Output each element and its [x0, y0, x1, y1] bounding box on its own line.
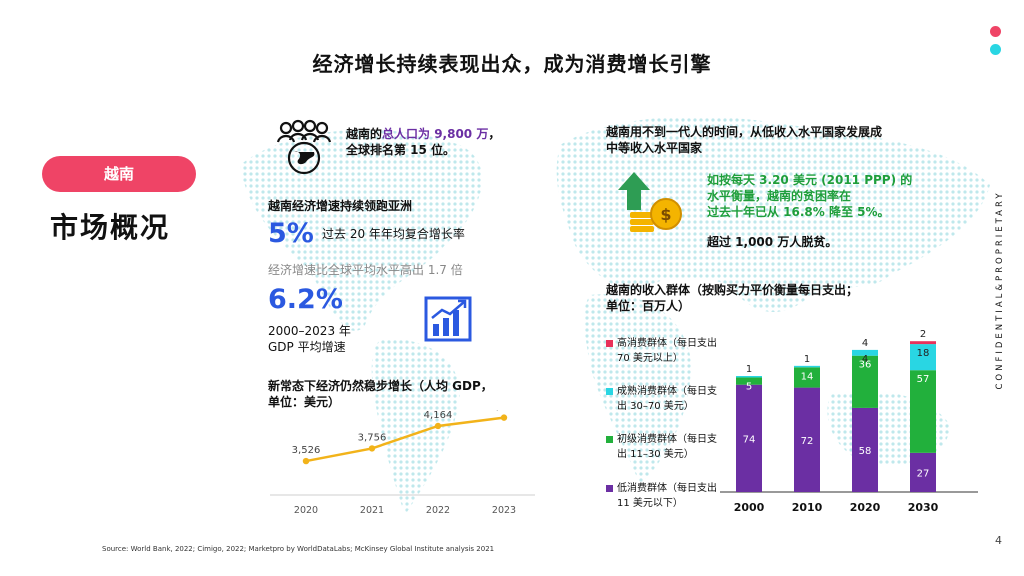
legend-swatch [606, 339, 613, 347]
bar-data-label: 14 [801, 371, 814, 382]
bar-data-label: 27 [917, 468, 930, 479]
gdp-point [302, 457, 310, 465]
bar-data-label: 5 [746, 381, 752, 392]
bar-segment [794, 367, 820, 388]
red-dot-icon [990, 26, 1001, 37]
legend-item-high: 高消费群体（每日支出 70 美元以上） [606, 336, 721, 366]
bar-segment [736, 377, 762, 385]
svg-text:$: $ [660, 205, 671, 224]
poverty-line3: 过去十年已从 16.8% 降至 5%。 [707, 205, 890, 219]
income-groups-heading1: 越南的收入群体（按购买力平价衡量每日支出； [606, 283, 859, 297]
bar-top-label: 4 [862, 338, 868, 349]
income-groups-heading2: 单位：百万人） [606, 299, 691, 313]
gdp-point [434, 422, 442, 430]
gdp-chart-heading-line1: 新常态下经济仍然稳步增长（人均 GDP， [268, 379, 493, 393]
source-note: Source: World Bank, 2022; Cimigo, 2022; … [102, 545, 495, 553]
bar-segment [736, 376, 762, 378]
population-line1: 越南的总人口为 9,800 万， [346, 127, 501, 141]
bar-data-label: 74 [743, 434, 756, 445]
growth-heading: 越南经济增速持续领跑亚洲 [268, 199, 413, 213]
bar-x-tick: 2030 [908, 501, 939, 514]
legend-swatch [606, 484, 613, 492]
growth-compare: 经济增速比全球平均水平高出 1.7 倍 [268, 263, 463, 277]
bar-x-tick: 2000 [734, 501, 765, 514]
poverty-line1: 如按每天 3.20 美元 (2011 PPP) 的 [707, 173, 913, 187]
country-badge: 越南 [42, 156, 196, 192]
section-heading: 市场概况 [50, 211, 171, 244]
cagr-label: 过去 20 年年均复合增长率 [322, 227, 465, 241]
coins-growth-icon: $ [618, 172, 682, 232]
bar-segment [910, 452, 936, 492]
bar-data-label: 72 [801, 436, 814, 447]
bar-segment [794, 365, 820, 368]
income-heading-line2: 中等收入水平国家 [606, 141, 703, 155]
page-title: 经济增长持续表现出众，成为消费增长引擎 [312, 52, 712, 76]
gdp-growth-value: 6.2% [268, 284, 343, 315]
gdp-growth-label1: 2000–2023 年 [268, 324, 351, 338]
bar-top-label: 1 [804, 354, 810, 365]
legend-swatch [606, 387, 613, 395]
bar-top-label: 1 [746, 364, 752, 375]
bar-segment [910, 341, 936, 345]
gdp-growth-label2: GDP 平均增速 [268, 340, 346, 354]
gdp-point [500, 414, 508, 421]
legend-item-low: 低消费群体（每日支出 11 美元以下） [606, 481, 721, 511]
gdp-per-capita-line-chart: 3,526 2020 3,756 2021 4,164 2022 4,316 2023 [270, 410, 535, 516]
gdp-data-label: 3,526 [292, 445, 321, 456]
legend-item-entry: 初级消费群体（每日支出 11–30 美元） [606, 432, 721, 462]
bar-data-label: 18 [917, 348, 930, 359]
bar-x-tick: 2010 [792, 501, 823, 514]
bar-segment [794, 387, 820, 492]
bar-data-label: 57 [917, 374, 930, 385]
growth-chart-icon [424, 296, 472, 342]
bar-data-label: 58 [859, 446, 872, 457]
gdp-x-tick: 2023 [492, 505, 516, 516]
bar-segment [736, 384, 762, 492]
gdp-series-line [305, 416, 505, 463]
bar-segment [910, 344, 936, 371]
poverty-lifted: 超过 1,000 万人脱贫。 [707, 235, 838, 249]
poverty-line2: 水平衡量，越南的贫困率在 [707, 189, 852, 203]
gdp-chart-heading-line2: 单位：美元） [268, 395, 341, 409]
legend-swatch [606, 435, 613, 443]
gdp-x-tick: 2020 [294, 505, 318, 516]
bar-segment [852, 355, 878, 408]
page-number: 4 [995, 534, 1002, 547]
bar-x-tick: 2020 [850, 501, 881, 514]
bar-top-label: 2 [920, 329, 926, 340]
bar-segment [852, 407, 878, 492]
bar-segment [910, 370, 936, 453]
gdp-data-label: 4,316 [490, 410, 519, 413]
gdp-data-label: 4,164 [424, 410, 453, 421]
population-icon [276, 119, 332, 175]
cagr-value: 5% [268, 218, 314, 249]
cyan-dot-icon [990, 44, 1001, 55]
gdp-point [368, 445, 376, 452]
bar-segment [852, 349, 878, 356]
legend-item-mature: 成熟消费群体（每日支出 30–70 美元） [606, 384, 721, 414]
confidential-label: CONFIDENTIAL&PROPRIETARY [995, 190, 1005, 390]
bar-data-label: 36 [859, 360, 872, 371]
gdp-x-tick: 2022 [426, 505, 450, 516]
gdp-x-tick: 2021 [360, 505, 384, 516]
bar-data-label: 4 [862, 354, 868, 365]
income-heading-line1: 越南用不到一代人的时间，从低收入水平国家发展成 [606, 125, 883, 139]
population-line2: 全球排名第 15 位。 [346, 143, 456, 157]
gdp-data-label: 3,756 [358, 432, 387, 443]
